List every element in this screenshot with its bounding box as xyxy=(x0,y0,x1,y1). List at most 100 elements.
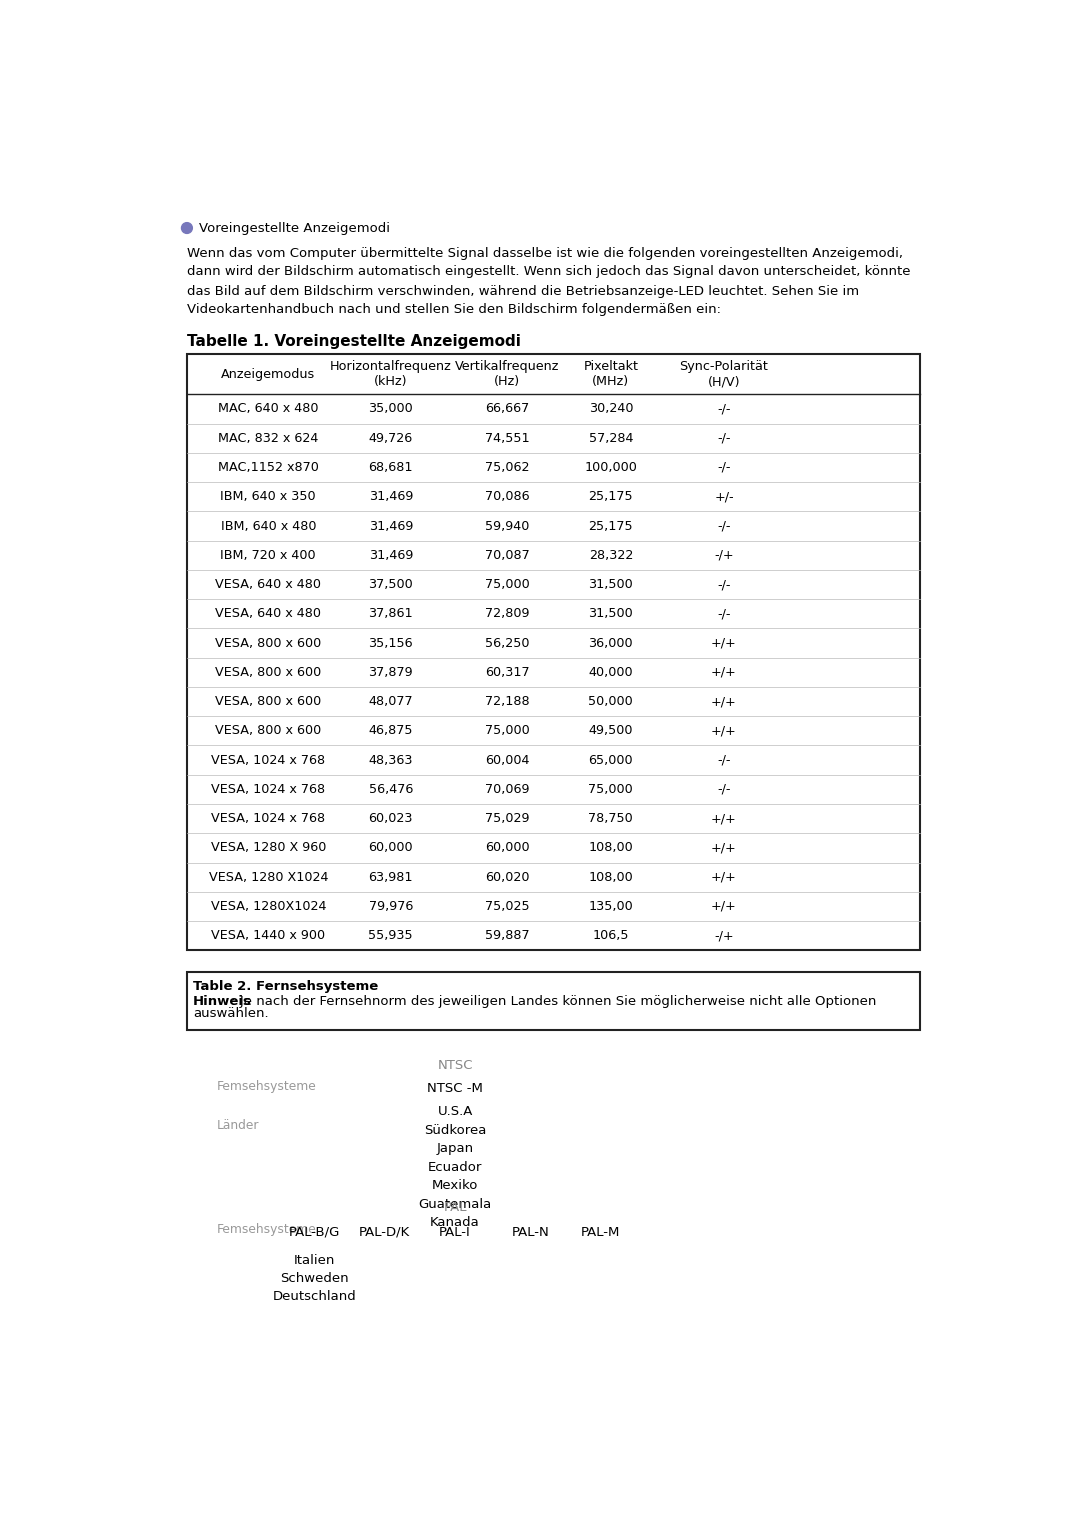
Text: 31,469: 31,469 xyxy=(368,520,413,533)
Text: 60,004: 60,004 xyxy=(485,753,529,767)
Text: -/-: -/- xyxy=(717,607,731,620)
Text: +/-: +/- xyxy=(714,490,733,503)
Text: NTSC -M: NTSC -M xyxy=(427,1082,483,1096)
Text: VESA, 1440 x 900: VESA, 1440 x 900 xyxy=(212,929,325,943)
Text: 63,981: 63,981 xyxy=(368,871,413,883)
Text: PAL-M: PAL-M xyxy=(580,1225,620,1239)
Text: MAC,1152 x870: MAC,1152 x870 xyxy=(218,461,319,474)
Text: +/+: +/+ xyxy=(711,695,737,707)
Text: 75,000: 75,000 xyxy=(589,782,633,796)
Text: +/+: +/+ xyxy=(711,900,737,912)
Text: Länder: Länder xyxy=(216,1118,259,1132)
Text: PAL-D/K: PAL-D/K xyxy=(359,1225,410,1239)
Text: 70,087: 70,087 xyxy=(485,549,529,562)
Text: 59,940: 59,940 xyxy=(485,520,529,533)
Text: Sync-Polarität
(H/V): Sync-Polarität (H/V) xyxy=(679,361,769,388)
Text: 25,175: 25,175 xyxy=(589,490,633,503)
Text: 36,000: 36,000 xyxy=(589,637,633,649)
Text: Horizontalfrequenz
(kHz): Horizontalfrequenz (kHz) xyxy=(329,361,451,388)
Text: VESA, 1024 x 768: VESA, 1024 x 768 xyxy=(212,782,325,796)
Text: 40,000: 40,000 xyxy=(589,666,633,678)
Text: 30,240: 30,240 xyxy=(589,402,633,416)
Text: Table 2. Fernsehsysteme: Table 2. Fernsehsysteme xyxy=(193,979,378,993)
Text: 25,175: 25,175 xyxy=(589,520,633,533)
Text: 48,077: 48,077 xyxy=(368,695,413,707)
Text: Tabelle 1. Voreingestellte Anzeigemodi: Tabelle 1. Voreingestellte Anzeigemodi xyxy=(187,333,521,348)
Text: VESA, 800 x 600: VESA, 800 x 600 xyxy=(215,695,322,707)
Text: VESA, 1024 x 768: VESA, 1024 x 768 xyxy=(212,811,325,825)
Text: 75,000: 75,000 xyxy=(485,724,529,738)
Text: 78,750: 78,750 xyxy=(589,811,633,825)
Text: auswählen.: auswählen. xyxy=(193,1007,269,1021)
Text: 60,020: 60,020 xyxy=(485,871,529,883)
Text: VESA, 1280 X 960: VESA, 1280 X 960 xyxy=(211,842,326,854)
Text: 50,000: 50,000 xyxy=(589,695,633,707)
Text: VESA, 800 x 600: VESA, 800 x 600 xyxy=(215,666,322,678)
Text: VESA, 1280 X1024: VESA, 1280 X1024 xyxy=(208,871,328,883)
Text: 48,363: 48,363 xyxy=(368,753,413,767)
Text: -/+: -/+ xyxy=(714,929,733,943)
Bar xyxy=(187,354,920,950)
Text: 37,879: 37,879 xyxy=(368,666,413,678)
Text: -/-: -/- xyxy=(717,432,731,445)
Text: 49,726: 49,726 xyxy=(368,432,413,445)
Text: Femsehsysteme: Femsehsysteme xyxy=(216,1222,316,1236)
Text: MAC, 640 x 480: MAC, 640 x 480 xyxy=(218,402,319,416)
Text: 31,500: 31,500 xyxy=(589,607,633,620)
Text: 106,5: 106,5 xyxy=(593,929,629,943)
Text: MAC, 832 x 624: MAC, 832 x 624 xyxy=(218,432,319,445)
Text: Vertikalfrequenz
(Hz): Vertikalfrequenz (Hz) xyxy=(455,361,559,388)
Text: IBM, 720 x 400: IBM, 720 x 400 xyxy=(220,549,316,562)
Text: +/+: +/+ xyxy=(711,637,737,649)
Text: VESA, 1280X1024: VESA, 1280X1024 xyxy=(211,900,326,912)
Text: Voreingestellte Anzeigemodi: Voreingestellte Anzeigemodi xyxy=(199,222,390,234)
Text: VESA, 800 x 600: VESA, 800 x 600 xyxy=(215,724,322,738)
Circle shape xyxy=(181,223,192,234)
Text: Anzeigemodus: Anzeigemodus xyxy=(221,368,315,380)
Text: VESA, 640 x 480: VESA, 640 x 480 xyxy=(215,578,322,591)
Text: 135,00: 135,00 xyxy=(589,900,633,912)
Text: 35,000: 35,000 xyxy=(368,402,414,416)
Text: -/-: -/- xyxy=(717,578,731,591)
Text: 66,667: 66,667 xyxy=(485,402,529,416)
Text: 74,551: 74,551 xyxy=(485,432,529,445)
Text: Hinweis: Hinweis xyxy=(193,995,252,1008)
Text: 28,322: 28,322 xyxy=(589,549,633,562)
Text: 60,023: 60,023 xyxy=(368,811,413,825)
Text: +/+: +/+ xyxy=(711,666,737,678)
Text: Italien
Schweden
Deutschland: Italien Schweden Deutschland xyxy=(273,1253,356,1303)
Text: 35,156: 35,156 xyxy=(368,637,413,649)
Text: -/-: -/- xyxy=(717,402,731,416)
Text: IBM, 640 x 350: IBM, 640 x 350 xyxy=(220,490,316,503)
Text: 108,00: 108,00 xyxy=(589,871,633,883)
Text: 31,500: 31,500 xyxy=(589,578,633,591)
Text: IBM, 640 x 480: IBM, 640 x 480 xyxy=(220,520,316,533)
Text: 75,000: 75,000 xyxy=(485,578,529,591)
Text: +/+: +/+ xyxy=(711,871,737,883)
Text: 79,976: 79,976 xyxy=(368,900,413,912)
Text: 65,000: 65,000 xyxy=(589,753,633,767)
Text: VESA, 800 x 600: VESA, 800 x 600 xyxy=(215,637,322,649)
Text: 108,00: 108,00 xyxy=(589,842,633,854)
Text: 75,062: 75,062 xyxy=(485,461,529,474)
Text: 100,000: 100,000 xyxy=(584,461,637,474)
Text: +/+: +/+ xyxy=(711,842,737,854)
Text: U.S.A
Südkorea
Japan
Ecuador
Mexiko
Guatemala
Kanada: U.S.A Südkorea Japan Ecuador Mexiko Guat… xyxy=(418,1105,491,1229)
Text: -/-: -/- xyxy=(717,520,731,533)
Text: 37,861: 37,861 xyxy=(368,607,413,620)
Text: VESA, 640 x 480: VESA, 640 x 480 xyxy=(215,607,322,620)
Text: 56,476: 56,476 xyxy=(368,782,413,796)
Text: 72,188: 72,188 xyxy=(485,695,529,707)
Text: 70,086: 70,086 xyxy=(485,490,529,503)
Text: 60,000: 60,000 xyxy=(485,842,529,854)
Text: PAL-I: PAL-I xyxy=(440,1225,471,1239)
Text: Pixeltakt
(MHz): Pixeltakt (MHz) xyxy=(583,361,638,388)
Text: 37,500: 37,500 xyxy=(368,578,414,591)
Text: 49,500: 49,500 xyxy=(589,724,633,738)
Text: NTSC: NTSC xyxy=(437,1059,473,1071)
Text: 57,284: 57,284 xyxy=(589,432,633,445)
Text: 60,000: 60,000 xyxy=(368,842,413,854)
Text: VESA, 1024 x 768: VESA, 1024 x 768 xyxy=(212,753,325,767)
Text: 70,069: 70,069 xyxy=(485,782,529,796)
Text: PAL-N: PAL-N xyxy=(511,1225,549,1239)
